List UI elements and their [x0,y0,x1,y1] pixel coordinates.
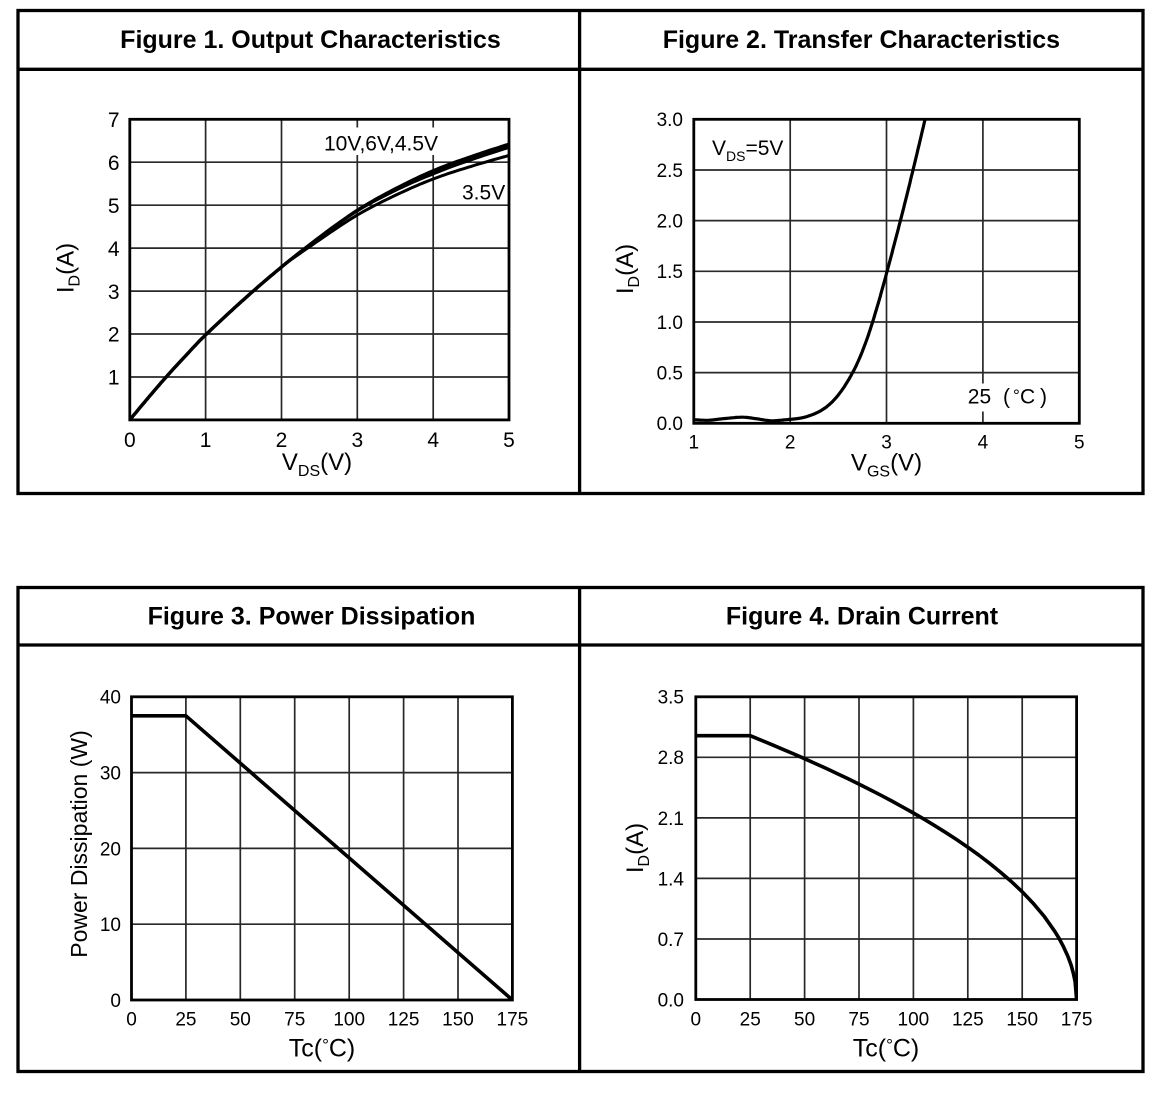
svg-text:VDS=5V: VDS=5V [712,137,783,164]
svg-text:50: 50 [794,1010,815,1031]
svg-text:ID(A): ID(A) [53,243,84,293]
svg-text:2: 2 [108,324,120,347]
svg-text:4: 4 [108,238,120,261]
svg-text:25: 25 [968,385,991,408]
svg-text:3: 3 [108,281,120,304]
svg-text:4: 4 [427,429,439,452]
svg-text:6: 6 [108,152,120,175]
svg-text:Figure 4. Drain Current: Figure 4. Drain Current [726,603,999,631]
svg-text:0.7: 0.7 [658,930,684,951]
svg-text:175: 175 [1061,1010,1093,1031]
svg-text:125: 125 [388,1010,420,1031]
svg-text:40: 40 [100,688,121,709]
svg-text:2: 2 [276,429,288,452]
svg-text:1: 1 [108,367,120,390]
svg-text:2.8: 2.8 [658,748,684,769]
svg-text:1.5: 1.5 [657,262,683,283]
svg-text:3: 3 [881,432,892,453]
svg-text:7: 7 [108,109,120,132]
svg-text:150: 150 [1006,1010,1038,1031]
svg-text:4: 4 [978,432,989,453]
svg-text:0: 0 [691,1010,702,1031]
svg-text:°: ° [1013,386,1020,405]
svg-text:0.5: 0.5 [657,364,683,385]
svg-text:Figure 2. Transfer Characteris: Figure 2. Transfer Characteristics [663,26,1060,54]
svg-text:3: 3 [351,429,363,452]
svg-text:25: 25 [740,1010,761,1031]
svg-text:Tc(°C): Tc(°C) [289,1035,356,1063]
svg-text:Figure 3. Power Dissipation: Figure 3. Power Dissipation [148,603,476,631]
svg-text:Tc(°C): Tc(°C) [853,1035,920,1063]
svg-text:1.4: 1.4 [658,869,685,890]
svg-text:2.0: 2.0 [657,212,683,233]
svg-text:0: 0 [124,429,136,452]
svg-text:3.0: 3.0 [657,110,683,131]
svg-text:150: 150 [442,1010,474,1031]
svg-text:10: 10 [100,915,121,936]
svg-text:0.0: 0.0 [658,990,684,1011]
svg-text:20: 20 [100,839,121,860]
svg-text:0.0: 0.0 [657,414,683,435]
svg-text:1: 1 [200,429,212,452]
svg-text:): ) [1040,385,1047,408]
svg-text:5: 5 [108,195,120,218]
svg-text:125: 125 [952,1010,984,1031]
svg-text:25: 25 [175,1010,196,1031]
svg-text:2: 2 [785,432,796,453]
svg-text:0: 0 [110,991,121,1012]
svg-text:(: ( [1003,385,1010,408]
svg-text:2.5: 2.5 [657,161,683,182]
svg-text:3.5: 3.5 [658,688,684,709]
svg-text:175: 175 [497,1010,529,1031]
svg-text:75: 75 [284,1010,305,1031]
svg-text:75: 75 [848,1010,869,1031]
svg-text:C: C [1020,385,1035,408]
svg-text:0: 0 [126,1010,137,1031]
svg-text:Power Dissipation (W): Power Dissipation (W) [66,730,92,958]
svg-text:100: 100 [333,1010,365,1031]
svg-text:5: 5 [1074,432,1085,453]
svg-text:100: 100 [898,1010,930,1031]
svg-text:ID(A): ID(A) [622,823,653,873]
svg-text:1.0: 1.0 [657,313,683,334]
svg-text:2.1: 2.1 [658,809,684,830]
svg-text:5: 5 [503,429,515,452]
svg-text:1: 1 [689,432,700,453]
svg-text:30: 30 [100,764,121,785]
svg-text:Figure 1. Output Characteristi: Figure 1. Output Characteristics [120,26,501,54]
svg-text:50: 50 [230,1010,251,1031]
svg-text:10V,6V,4.5V: 10V,6V,4.5V [324,133,438,156]
svg-text:3.5V: 3.5V [462,182,505,205]
